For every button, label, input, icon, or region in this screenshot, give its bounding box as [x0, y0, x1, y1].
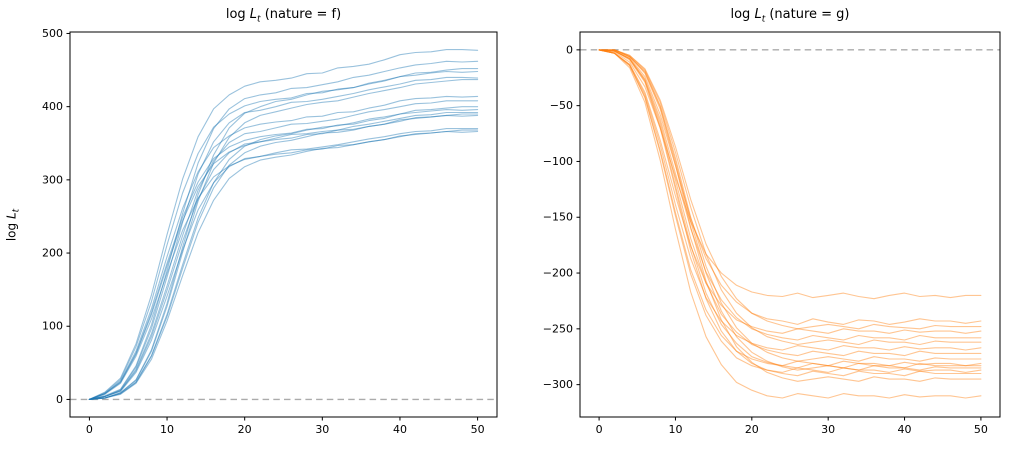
x-tick-label: 20 [238, 423, 252, 436]
x-tick-label: 40 [898, 423, 912, 436]
series-line [598, 49, 982, 357]
y-tick-label: 0 [566, 43, 573, 56]
series-line [598, 49, 982, 369]
series-line [88, 111, 479, 400]
y-tick-label: −50 [550, 99, 573, 112]
y-tick-label: 500 [42, 27, 63, 40]
series-line [598, 49, 982, 377]
series-line [598, 49, 982, 300]
x-tick-label: 50 [974, 423, 988, 436]
series-line [88, 129, 479, 400]
x-tick-label: 40 [393, 423, 407, 436]
x-tick-label: 10 [668, 423, 682, 436]
x-tick-label: 20 [745, 423, 759, 436]
x-tick-label: 10 [160, 423, 174, 436]
x-tick-label: 30 [315, 423, 329, 436]
y-tick-label: 200 [42, 247, 63, 260]
y-tick-label: 0 [56, 393, 63, 406]
title-prefix: log [730, 7, 755, 22]
series-line [88, 130, 479, 400]
axes-spines [69, 31, 498, 418]
y-tick-label: −250 [543, 322, 573, 335]
series-line [88, 60, 479, 400]
y-tick-label: −300 [543, 378, 573, 391]
x-tick-label: 50 [471, 423, 485, 436]
series-line [88, 100, 479, 400]
y-tick-label: 100 [42, 320, 63, 333]
y-tick-label: −100 [543, 155, 573, 168]
right-chart-title: log Lt (nature = g) [580, 7, 1000, 25]
series-line [88, 128, 479, 400]
series-line [88, 70, 479, 400]
right-chart-axes: 0 10 20 30 40 50 0 −50 −100 −150 −200 −250 −300 [543, 31, 1001, 436]
title-suffix: (nature = f) [260, 7, 342, 22]
y-tick-label: −200 [543, 267, 573, 280]
y-tick-label: −150 [543, 211, 573, 224]
axes-spines [579, 31, 1001, 418]
series-line [598, 49, 982, 325]
title-subscript: t [761, 14, 766, 25]
series-line [88, 68, 479, 400]
series-line [598, 49, 982, 399]
title-variable: L [249, 7, 258, 22]
series-line [598, 49, 982, 351]
title-suffix: (nature = g) [765, 7, 850, 22]
y-tick-label: 400 [42, 100, 63, 113]
left-y-axis-label: log Lt [4, 209, 21, 241]
series-line [88, 114, 479, 400]
title-variable: L [754, 7, 762, 22]
series-line [88, 106, 479, 400]
series-line [88, 76, 479, 400]
series-line [598, 49, 982, 367]
title-subscript: t [257, 14, 261, 25]
series-line [88, 95, 479, 400]
series-line [598, 49, 982, 330]
series-line [598, 49, 982, 341]
left-chart-title: log Lt (nature = f) [70, 7, 497, 25]
series-line [598, 49, 982, 334]
series-line [598, 49, 982, 346]
x-tick-label: 0 [86, 423, 93, 436]
series-line [88, 49, 479, 400]
x-tick-label: 0 [596, 423, 603, 436]
y-tick-label: 300 [42, 173, 63, 186]
series-line [598, 49, 982, 371]
ylabel-subscript: t [11, 208, 22, 213]
ylabel-variable: L [4, 212, 19, 220]
series-line [88, 109, 479, 400]
ylabel-prefix: log [4, 219, 19, 242]
series-line [598, 49, 982, 362]
x-tick-label: 30 [821, 423, 835, 436]
title-prefix: log [225, 7, 250, 22]
series-line [598, 49, 982, 382]
series-line [598, 49, 982, 373]
series-line [88, 79, 479, 400]
series-line [88, 113, 479, 400]
